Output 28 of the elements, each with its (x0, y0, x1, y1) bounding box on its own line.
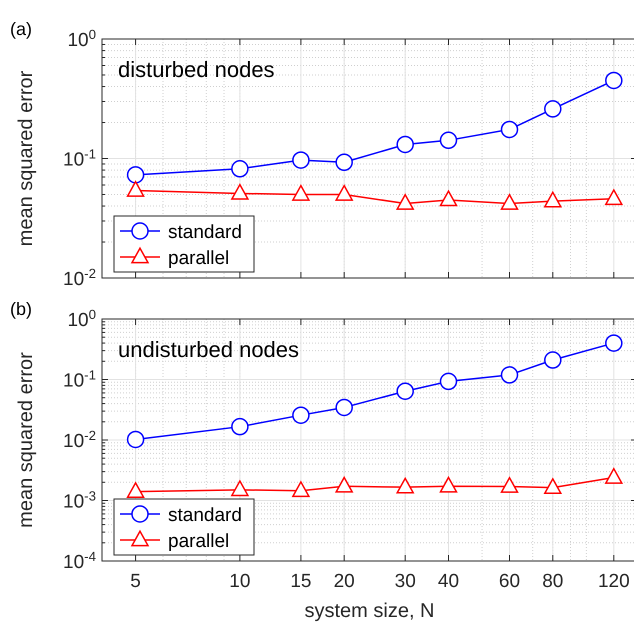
x-tick-label: 30 (394, 571, 416, 592)
y-tick-label: 10$^{-1}$ (63, 367, 96, 392)
legend-label: standard (168, 505, 242, 526)
x-tick-label: 10 (229, 571, 250, 592)
x-tick-label: 20 (334, 571, 355, 592)
y-axis-title: mean squared error (15, 70, 37, 246)
legend-label: parallel (168, 248, 230, 269)
text: disturbed nodes (118, 57, 275, 82)
text: (b) (10, 299, 32, 319)
y-tick-label: 10$^{0}$ (67, 306, 96, 331)
y-tick-label: 10$^{-4}$ (63, 548, 96, 573)
y-tick-label: 10$^{-3}$ (63, 488, 96, 512)
x-tick-label: 15 (290, 571, 312, 592)
x-tick-label: 60 (498, 571, 520, 592)
y-tick-label: 10$^{-2}$ (63, 266, 96, 290)
x-tick-label: 80 (542, 571, 564, 592)
x-tick-label: 120 (598, 571, 630, 592)
y-tick-label: 10$^{-1}$ (63, 146, 96, 170)
text: undisturbed nodes (118, 337, 300, 362)
x-tick-label: 5 (130, 571, 141, 592)
legend-label: standard (168, 222, 242, 243)
y-tick-label: 10$^{0}$ (67, 26, 96, 51)
x-axis-title: system size, N (304, 600, 435, 622)
legend-label: parallel (168, 531, 230, 552)
text: (a) (10, 19, 32, 39)
x-tick-label: 40 (438, 571, 460, 592)
y-axis-title: mean squared error (15, 352, 37, 528)
y-tick-label: 10$^{-2}$ (63, 428, 96, 452)
